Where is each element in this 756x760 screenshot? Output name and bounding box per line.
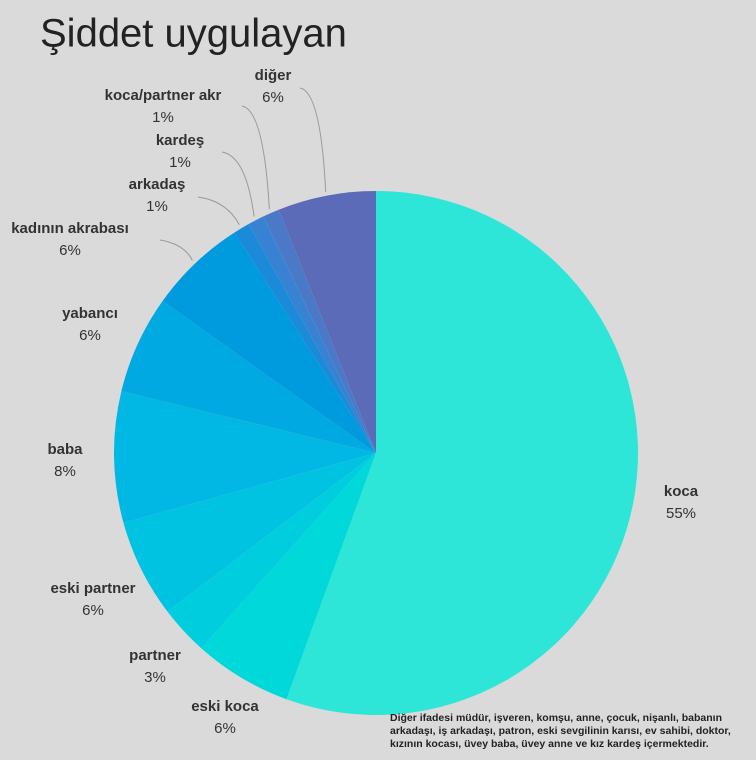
value-label: 6% (59, 242, 81, 259)
leader-line (241, 105, 270, 210)
footnote: Diğer ifadesi müdür, işveren, komşu, ann… (390, 712, 731, 750)
slice-label: partner (129, 647, 181, 664)
pie-slice (123, 453, 376, 612)
slice-label: eski partner (50, 580, 135, 597)
slice-label: kardeş (156, 132, 204, 149)
leader-line (221, 151, 255, 217)
slice-label: koca (664, 483, 699, 500)
leader-line (197, 196, 240, 226)
value-label: 1% (146, 198, 168, 215)
value-label: 6% (82, 602, 104, 619)
value-label: 8% (54, 463, 76, 480)
pie-slice (167, 453, 376, 649)
value-label: 1% (169, 154, 191, 171)
slice-label: koca/partner akr (105, 87, 222, 104)
pie-slice (263, 209, 376, 453)
leader-line (299, 87, 327, 192)
value-label: 6% (262, 89, 284, 106)
value-label: 6% (214, 720, 236, 737)
slice-label: baba (47, 441, 83, 458)
pie-slice (114, 391, 376, 523)
pie-slice (248, 216, 376, 453)
value-label: 6% (79, 327, 101, 344)
slice-label: yabancı (62, 305, 118, 322)
leader-line (159, 239, 193, 261)
chart-title: Şiddet uygulayan (40, 12, 347, 56)
pie-slice (121, 301, 376, 453)
value-label: 1% (152, 109, 174, 126)
pie-slice (234, 224, 376, 453)
slice-label: arkadaş (129, 176, 186, 193)
slice-label: eski koca (191, 698, 259, 715)
pie-slice (162, 232, 376, 453)
slice-label: kadının akrabası (11, 220, 129, 237)
pie-slice (278, 191, 376, 453)
value-label: 3% (144, 669, 166, 686)
pie-slice (286, 191, 638, 715)
pie-slice (201, 453, 376, 700)
value-label: 55% (666, 505, 696, 522)
slice-label: diğer (255, 67, 292, 84)
